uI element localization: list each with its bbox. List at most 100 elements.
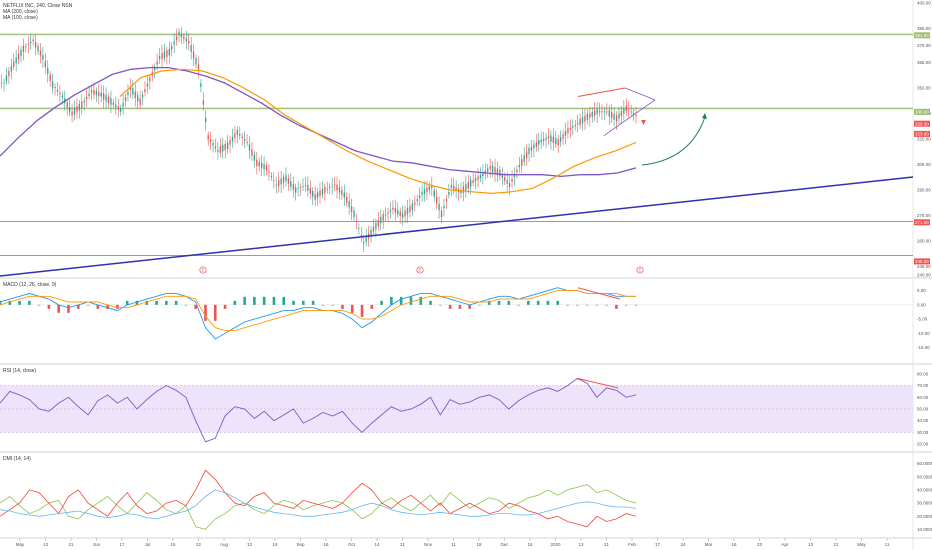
candle-body <box>292 184 294 190</box>
candle-body <box>20 49 22 56</box>
candle-body <box>253 154 256 161</box>
macd-histogram-bar <box>507 300 511 305</box>
macd-histogram-bar <box>213 304 217 321</box>
candle-body <box>268 171 270 173</box>
candle-body <box>251 149 253 156</box>
candle-body <box>455 187 457 192</box>
earnings-marker <box>416 266 424 274</box>
candle-body <box>401 213 404 218</box>
candle-body <box>304 184 307 186</box>
candle-body <box>209 139 212 142</box>
candle-body <box>467 182 469 189</box>
candle-body <box>319 190 321 197</box>
candle-body <box>98 91 100 96</box>
candle-body <box>596 109 598 115</box>
candle-body <box>134 91 136 99</box>
macd-histogram-bar <box>566 304 569 306</box>
price-tick-label: 365.00 <box>917 60 931 65</box>
candle-body <box>112 102 115 105</box>
candle-body <box>263 164 265 170</box>
macd-histogram-bar <box>380 300 383 305</box>
earnings-marker-label: E <box>418 268 421 273</box>
macd-histogram-bar <box>448 304 452 309</box>
candle-body <box>122 102 124 107</box>
candle-body <box>479 174 482 179</box>
time-tick-label: 18 <box>476 542 482 547</box>
macd-histogram-bar <box>575 304 579 306</box>
candle-body <box>333 184 336 186</box>
candle-body <box>450 185 452 189</box>
candle-body <box>365 236 367 242</box>
rsi-tick-label: 30.00 <box>917 430 929 435</box>
candle-body <box>110 98 112 105</box>
price-tick-label: 350.00 <box>917 86 931 91</box>
macd-histogram-bar <box>292 300 295 305</box>
candle-body <box>190 45 192 52</box>
time-tick-label: May <box>857 542 866 547</box>
candle-body <box>287 178 290 184</box>
candle-body <box>76 106 78 113</box>
macd-tick-label: 0.00 <box>917 302 926 307</box>
candle-body <box>83 100 85 103</box>
candle-body <box>178 31 180 36</box>
macd-histogram-bar <box>86 304 90 306</box>
candle-body <box>338 187 341 193</box>
rsi-tick-label: 20.00 <box>917 442 929 447</box>
candle-body <box>574 124 576 127</box>
candle-body <box>438 203 440 211</box>
candle-body <box>472 180 474 183</box>
candle-body <box>460 190 462 194</box>
time-tick-label: 13 <box>808 542 814 547</box>
candle-body <box>100 92 102 97</box>
macd-histogram-bar <box>28 300 31 305</box>
candle-body <box>59 92 61 95</box>
candle-body <box>214 146 217 149</box>
rsi-tick-label: 80.00 <box>917 371 929 376</box>
candle-body <box>540 139 542 143</box>
candle-body <box>406 208 409 215</box>
candle-body <box>49 74 51 81</box>
candle-body <box>567 128 569 133</box>
earnings-marker <box>636 266 644 274</box>
time-tick-label: 13 <box>578 542 584 547</box>
candle-body <box>579 118 581 126</box>
macd-histogram-bar <box>67 304 70 313</box>
candle-body <box>628 109 630 111</box>
candle-body <box>207 135 209 140</box>
candle-body <box>542 138 545 141</box>
candle-body <box>15 57 17 64</box>
candle-body <box>477 176 479 180</box>
macd-line <box>0 287 636 340</box>
candle-body <box>260 162 263 168</box>
candle-body <box>299 187 302 189</box>
candle-body <box>297 188 299 190</box>
candle-body <box>428 186 431 191</box>
price-badge <box>914 219 930 226</box>
candle-body <box>54 86 56 89</box>
candle-body <box>545 137 547 140</box>
candle-body <box>350 206 353 213</box>
dmi-legend: DMI (14, 14) <box>3 456 31 462</box>
candle-body <box>511 178 513 182</box>
candle-body <box>205 117 207 123</box>
candle-body <box>482 172 484 177</box>
candle-body <box>236 129 239 135</box>
candle-body <box>324 187 326 193</box>
macd-histogram-bar <box>556 300 560 305</box>
candle-body <box>44 61 46 68</box>
price-tick-label: 275.00 <box>917 213 931 218</box>
candle-body <box>601 111 603 113</box>
candle-body <box>243 139 246 141</box>
candle-body <box>105 94 107 102</box>
candle-body <box>39 50 42 56</box>
time-tick-label: May <box>16 542 25 547</box>
candle-body <box>513 174 516 177</box>
price-badge-label: 381.00 <box>915 33 929 38</box>
price-tick-label: 305.00 <box>917 162 931 167</box>
candle-body <box>615 115 618 122</box>
time-tick-label: 17 <box>119 542 125 547</box>
candle-body <box>146 83 149 87</box>
time-tick-label: 17 <box>655 542 661 547</box>
divergence-line-macd <box>577 287 621 300</box>
wedge-upper-line <box>624 87 656 101</box>
